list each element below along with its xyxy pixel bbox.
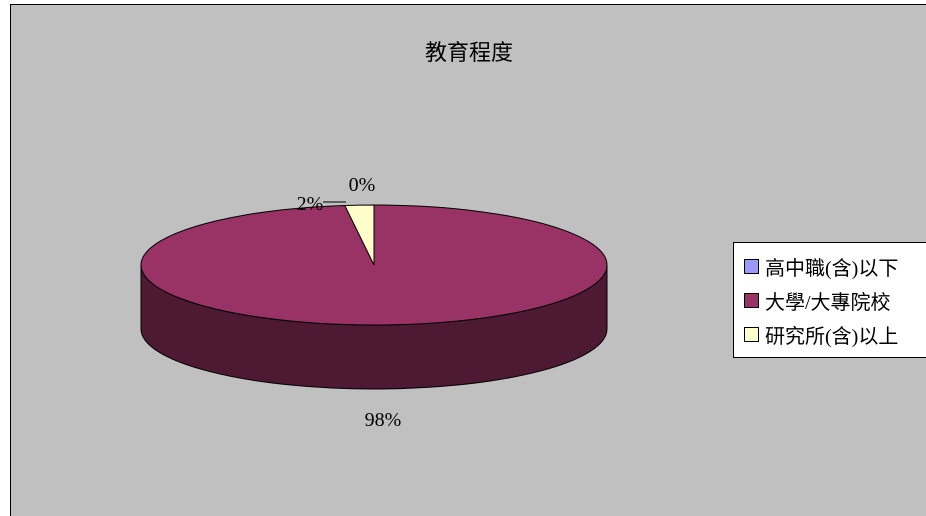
data-label-high-school: 0%	[349, 174, 376, 196]
data-label-university: 98%	[365, 409, 402, 431]
legend-item-graduate: 研究所(含)以上	[744, 317, 926, 351]
legend-item-high-school: 高中職(含)以下	[744, 249, 926, 283]
pie-top-group	[140, 204, 608, 326]
legend-label-university: 大學/大專院校	[765, 291, 891, 314]
legend-swatch-university	[744, 292, 759, 308]
chart-title: 教育程度	[424, 40, 513, 65]
legend-label-high-school: 高中職(含)以下	[765, 257, 899, 280]
pie-chart: 0% 2% 98%	[140, 174, 608, 431]
chart-area: 教育程度 0% 2% 98% 高中職(含)以下 大學/大專院校 研究所(含)以上	[10, 4, 926, 516]
legend-swatch-graduate	[744, 326, 759, 342]
legend-swatch-high-school	[744, 258, 759, 274]
data-label-graduate: 2%	[297, 193, 324, 215]
pie-slice-graduate	[344, 204, 375, 266]
legend-label-graduate: 研究所(含)以上	[765, 325, 899, 348]
legend-item-university: 大學/大專院校	[744, 283, 926, 317]
legend: 高中職(含)以下 大學/大專院校 研究所(含)以上	[733, 242, 926, 358]
